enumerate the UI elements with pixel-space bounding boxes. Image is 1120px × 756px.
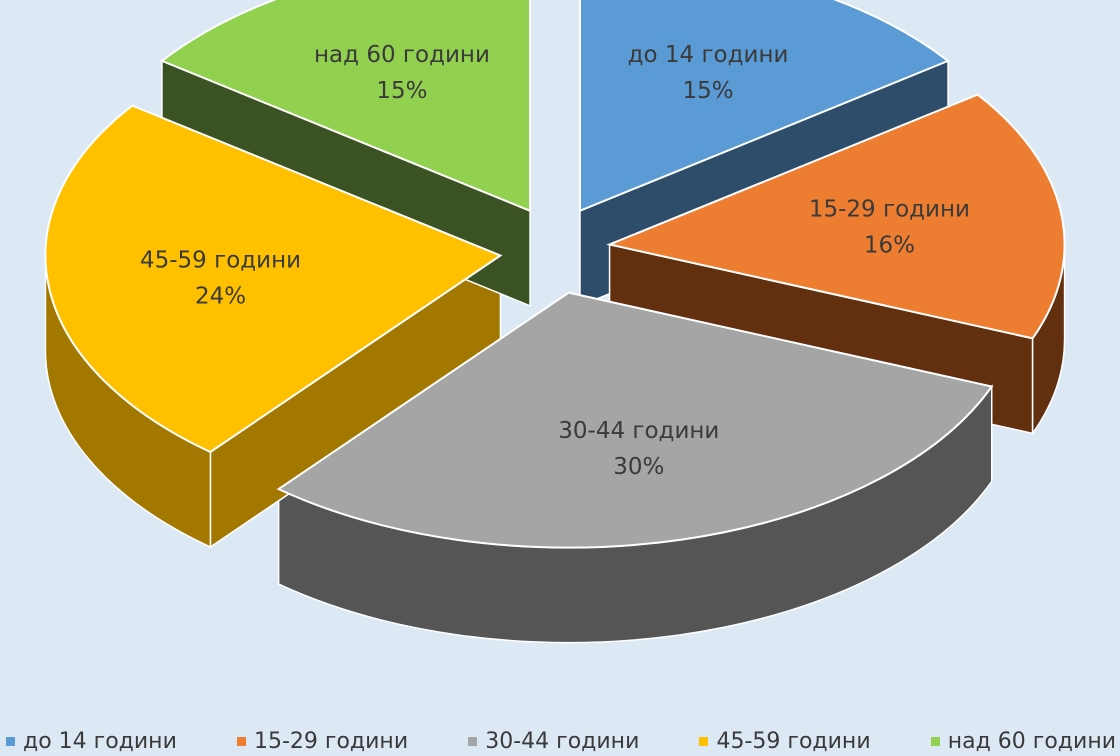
- data-label-category-4: над 60 години: [314, 42, 490, 68]
- data-label-percent-4: 15%: [376, 78, 427, 104]
- chart-legend: до 14 години 15-29 години 30-44 години 4…: [6, 726, 1116, 756]
- legend-label-4: над 60 години: [947, 728, 1116, 754]
- legend-item-0: до 14 години: [6, 729, 177, 754]
- data-label-percent-3: 24%: [195, 283, 246, 309]
- data-label-percent-1: 16%: [864, 233, 915, 259]
- legend-swatch-2: [468, 736, 478, 746]
- pie-slice-1: [606, 93, 1066, 340]
- pie-slice-side-3: [44, 254, 502, 549]
- legend-item-1: 15-29 години: [236, 728, 409, 754]
- data-label-percent-2: 30%: [613, 454, 664, 480]
- legend-swatch-0: [6, 736, 15, 746]
- data-label-category-0: до 14 години: [628, 42, 789, 68]
- legend-label-2: 30-44 години: [485, 728, 640, 754]
- data-label-percent-0: 15%: [682, 78, 733, 104]
- legend-label-0: до 14 години: [23, 728, 177, 754]
- pie-chart-plot: до 14 години 15% 15-29 години 16% 30-44 годи…: [44, 0, 1066, 644]
- legend-item-4: над 60 години: [930, 728, 1116, 754]
- pie-slice-2: [276, 291, 994, 549]
- pie-slice-4: [159, 0, 532, 213]
- pie-slice-0: [578, 0, 951, 213]
- data-label-category-2: 30-44 години: [558, 418, 719, 444]
- legend-label-1: 15-29 години: [253, 728, 409, 754]
- data-label-category-1: 15-29 години: [809, 197, 970, 223]
- pie-slice-3: [44, 104, 503, 454]
- legend-swatch-4: [930, 736, 940, 746]
- legend-swatch-3: [699, 736, 709, 746]
- data-label-category-3: 45-59 години: [140, 247, 301, 273]
- legend-item-3: 45-59 години: [699, 728, 871, 754]
- legend-label-3: 45-59 години: [716, 728, 871, 754]
- legend-item-2: 30-44 години: [468, 729, 639, 754]
- legend-swatch-1: [236, 736, 246, 746]
